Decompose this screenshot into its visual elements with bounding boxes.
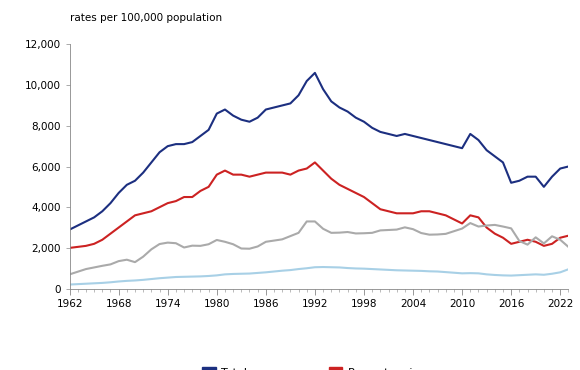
Text: rates per 100,000 population: rates per 100,000 population [70, 13, 222, 23]
Legend: Total, Violent crimes, Property crimes, Other crimes: Total, Violent crimes, Property crimes, … [198, 363, 440, 370]
